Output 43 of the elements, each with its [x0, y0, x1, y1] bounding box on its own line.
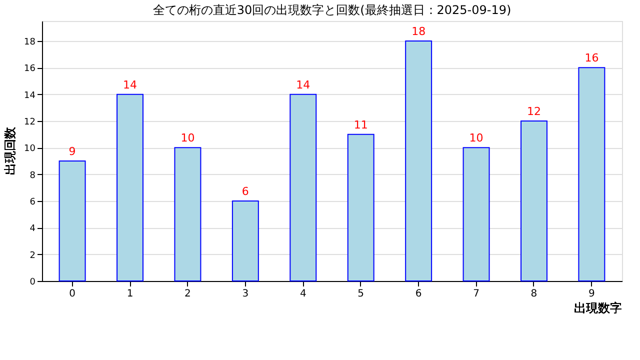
y-tick-label: 16 [24, 64, 36, 74]
bar [405, 40, 432, 282]
data-label: 14 [123, 78, 138, 92]
bar [174, 147, 202, 282]
bar [462, 147, 490, 282]
bar [520, 120, 548, 282]
x-tick-label: 9 [588, 288, 595, 300]
bar [578, 67, 606, 282]
chart-title: 全ての桁の直近30回の出現数字と回数(最終抽選日：2025-09-19) [152, 3, 512, 17]
data-label: 11 [354, 118, 368, 132]
data-label: 18 [412, 25, 426, 38]
y-tick-label: 2 [30, 250, 36, 261]
y-tick-label: 0 [30, 278, 36, 288]
bar [347, 134, 374, 282]
y-tick-label: 4 [30, 224, 36, 234]
y-tick-label: 8 [30, 170, 36, 181]
x-tick-label: 5 [358, 288, 364, 300]
data-label: 10 [180, 132, 195, 145]
x-tick-label: 2 [184, 288, 191, 300]
data-label: 9 [68, 145, 76, 158]
x-tick-label: 3 [242, 288, 249, 300]
y-tick-label: 18 [24, 38, 36, 48]
x-tick-label: 7 [473, 288, 480, 300]
data-label: 14 [296, 78, 310, 92]
bar [290, 94, 317, 282]
y-axis-title: 出現回数 [3, 127, 17, 175]
x-axis-title: 出現数字 [574, 301, 622, 315]
y-tick-label: 6 [30, 198, 36, 208]
x-tick-label: 0 [69, 288, 76, 300]
bar [58, 160, 86, 282]
y-tick-label: 14 [24, 90, 36, 101]
data-label: 12 [526, 105, 541, 118]
x-tick-label: 1 [126, 288, 134, 300]
data-label: 10 [469, 132, 484, 145]
data-label: 16 [584, 52, 599, 65]
x-tick-label: 8 [530, 288, 538, 300]
bar [232, 200, 259, 282]
x-tick-label: 4 [300, 288, 306, 300]
y-tick-label: 12 [24, 118, 36, 128]
bar [116, 94, 144, 282]
y-tick-label: 10 [24, 144, 36, 154]
data-label: 6 [242, 185, 249, 198]
x-tick-label: 6 [415, 288, 422, 300]
